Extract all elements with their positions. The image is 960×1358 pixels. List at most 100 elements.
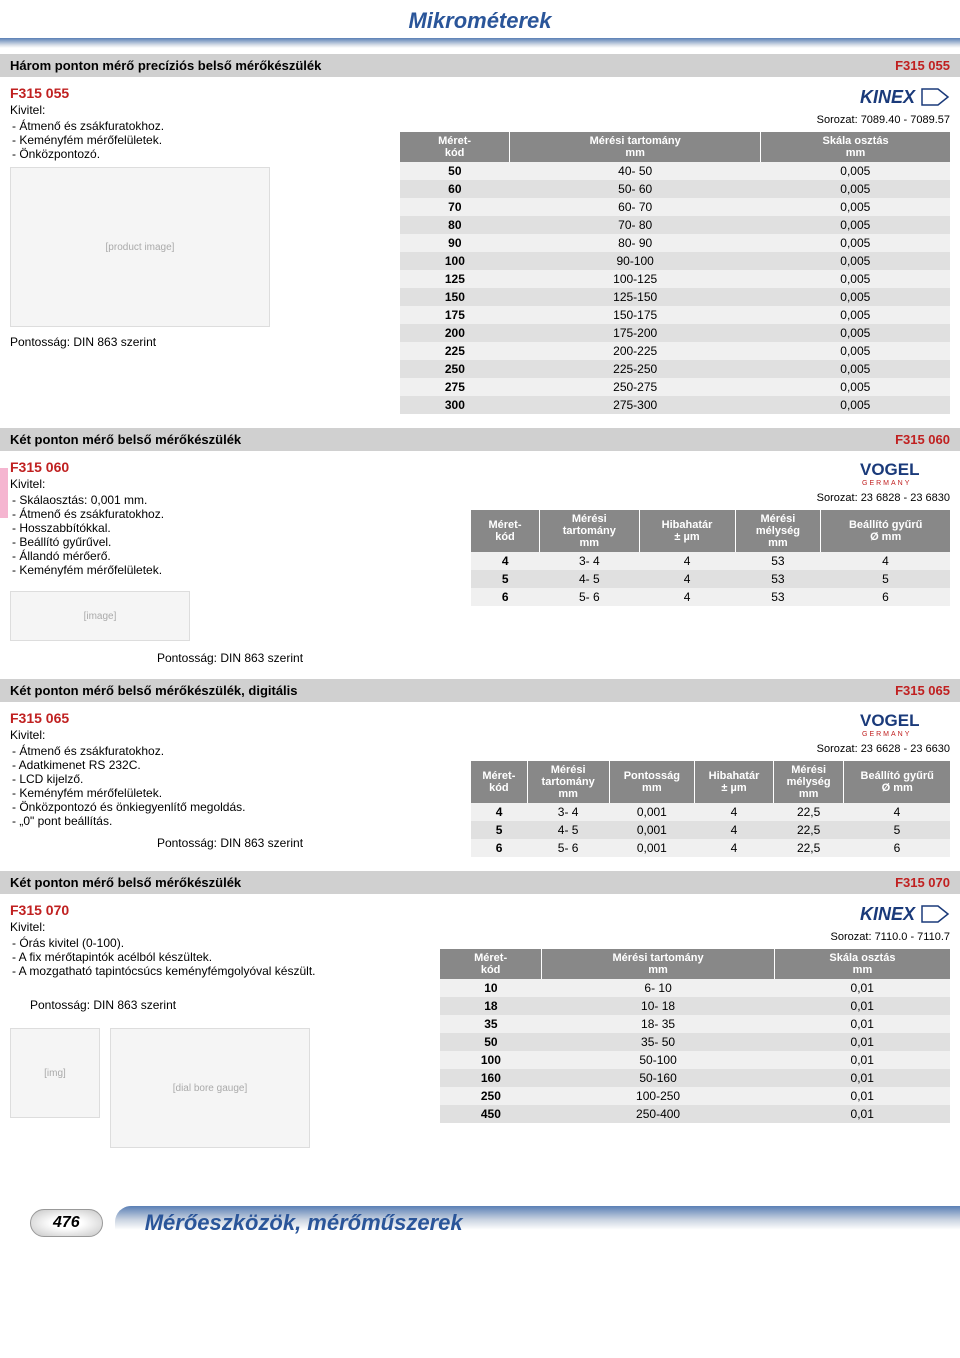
table-cell: 60 <box>400 180 510 198</box>
table-row: 65- 64536 <box>471 588 950 606</box>
table-row: 200175-2000,005 <box>400 324 950 342</box>
table-cell: 0,005 <box>761 306 950 324</box>
footer-page-number: 476 <box>30 1209 103 1237</box>
product-image: [product image] <box>10 167 270 327</box>
section-header-bar: Három ponton mérő precíziós belső mérőké… <box>0 54 960 77</box>
table-cell: 6 <box>471 588 539 606</box>
svg-text:KINEX: KINEX <box>860 87 916 107</box>
feature-bullet: - A fix mérőtapintók acélból készültek. <box>12 950 430 964</box>
table-cell: 6- 10 <box>542 979 775 997</box>
table-cell: 225-250 <box>510 360 761 378</box>
feature-bullet: - Állandó mérőerő. <box>12 549 450 563</box>
table-cell: 50- 60 <box>510 180 761 198</box>
right-column: VOGELGERMANY Sorozat: 23 6628 - 23 6630 Mé… <box>471 710 950 857</box>
table-header: Mérési tartománymm <box>542 949 775 979</box>
table-cell: 10- 18 <box>542 997 775 1015</box>
table-row: 8070- 800,005 <box>400 216 950 234</box>
table-cell: 0,01 <box>774 979 950 997</box>
section: Három ponton mérő precíziós belső mérőké… <box>0 54 960 426</box>
table-cell: 100-125 <box>510 270 761 288</box>
table-row: 1810- 180,01 <box>440 997 950 1015</box>
table-row: 125100-1250,005 <box>400 270 950 288</box>
data-table: Méret-kódMérésitartománymmPontosságmmHib… <box>471 761 950 857</box>
title-underline <box>0 38 960 48</box>
feature-bullet: - Önközpontozó. <box>12 147 390 161</box>
table-row: 275250-2750,005 <box>400 378 950 396</box>
table-cell: 50-160 <box>542 1069 775 1087</box>
table-row: 10050-1000,01 <box>440 1051 950 1069</box>
svg-text:GERMANY: GERMANY <box>862 731 911 738</box>
table-row: 10090-1000,005 <box>400 252 950 270</box>
table-cell: 0,005 <box>761 324 950 342</box>
table-row: 54- 54535 <box>471 570 950 588</box>
table-cell: 6 <box>471 839 527 857</box>
table-header: Mérésimélységmm <box>773 761 843 803</box>
table-row: 450250-4000,01 <box>440 1105 950 1123</box>
accuracy-label: Pontosság: DIN 863 szerint <box>30 998 430 1012</box>
table-cell: 35- 50 <box>542 1033 775 1051</box>
table-row: 225200-2250,005 <box>400 342 950 360</box>
table-row: 54- 50,001422,55 <box>471 821 950 839</box>
table-cell: 0,001 <box>609 803 695 821</box>
table-cell: 53 <box>735 570 821 588</box>
series-label: Sorozat: 7110.0 - 7110.7 <box>440 931 950 943</box>
kivitel-label: Kivitel: <box>10 920 430 934</box>
footer-text: Mérőeszközök, mérőműszerek <box>115 1206 960 1240</box>
series-label: Sorozat: 23 6828 - 23 6830 <box>471 492 950 504</box>
section-code: F315 060 <box>895 432 950 447</box>
section-title: Két ponton mérő belső mérőkészülék, digi… <box>10 683 298 698</box>
table-cell: 5 <box>821 570 950 588</box>
table-row: 150125-1500,005 <box>400 288 950 306</box>
product-code: F315 060 <box>10 459 450 475</box>
table-header: Beállító gyűrűØ mm <box>821 510 950 552</box>
left-column: F315 055Kivitel:- Átmenő és zsákfuratokh… <box>10 85 390 414</box>
table-cell: 0,005 <box>761 198 950 216</box>
brand-logo: VOGELGERMANY <box>471 710 950 741</box>
table-cell: 125-150 <box>510 288 761 306</box>
table-header: Mérési tartománymm <box>510 132 761 162</box>
table-cell: 0,001 <box>609 821 695 839</box>
table-cell: 10 <box>440 979 542 997</box>
table-cell: 4 <box>695 803 774 821</box>
section-content: F315 065Kivitel:- Átmenő és zsákfuratokh… <box>0 704 960 869</box>
table-cell: 0,005 <box>761 378 950 396</box>
table-cell: 4 <box>639 552 735 570</box>
svg-text:VOGEL: VOGEL <box>860 711 920 730</box>
product-image: [dial bore gauge] <box>110 1028 310 1148</box>
feature-bullet: - Hosszabbítókkal. <box>12 521 450 535</box>
table-cell: 5 <box>471 821 527 839</box>
section-content: F315 055Kivitel:- Átmenő és zsákfuratokh… <box>0 79 960 426</box>
table-cell: 90 <box>400 234 510 252</box>
data-table: Méret-kódMérési tartománymmSkála osztásm… <box>400 132 950 414</box>
table-cell: 4 <box>695 839 774 857</box>
table-header: Méret-kód <box>400 132 510 162</box>
table-cell: 250 <box>400 360 510 378</box>
table-cell: 5 <box>844 821 950 839</box>
table-cell: 0,01 <box>774 997 950 1015</box>
table-cell: 150-175 <box>510 306 761 324</box>
series-label: Sorozat: 23 6628 - 23 6630 <box>471 743 950 755</box>
product-code: F315 055 <box>10 85 390 101</box>
table-row: 3518- 350,01 <box>440 1015 950 1033</box>
product-diagram <box>460 459 461 665</box>
table-row: 65- 60,001422,56 <box>471 839 950 857</box>
table-row: 5040- 500,005 <box>400 162 950 180</box>
section-code: F315 070 <box>895 875 950 890</box>
table-cell: 50-100 <box>542 1051 775 1069</box>
table-header: Méret-kód <box>471 510 539 552</box>
table-header: Skála osztásmm <box>774 949 950 979</box>
table-row: 43- 40,001422,54 <box>471 803 950 821</box>
table-cell: 0,005 <box>761 360 950 378</box>
table-cell: 150 <box>400 288 510 306</box>
feature-bullet: - Keményfém mérőfelületek. <box>12 563 450 577</box>
table-cell: 250-400 <box>542 1105 775 1123</box>
right-column: KINEXSorozat: 7110.0 - 7110.7Méret-kódMé… <box>440 902 950 1154</box>
section-content: F315 070Kivitel:- Órás kivitel (0-100).-… <box>0 896 960 1166</box>
table-cell: 3- 4 <box>527 803 609 821</box>
table-cell: 4 <box>471 552 539 570</box>
table-row: 9080- 900,005 <box>400 234 950 252</box>
table-cell: 0,005 <box>761 162 950 180</box>
feature-bullet: - A mozgatható tapintócsúcs keményfémgol… <box>12 964 430 978</box>
table-cell: 0,005 <box>761 216 950 234</box>
table-cell: 80 <box>400 216 510 234</box>
